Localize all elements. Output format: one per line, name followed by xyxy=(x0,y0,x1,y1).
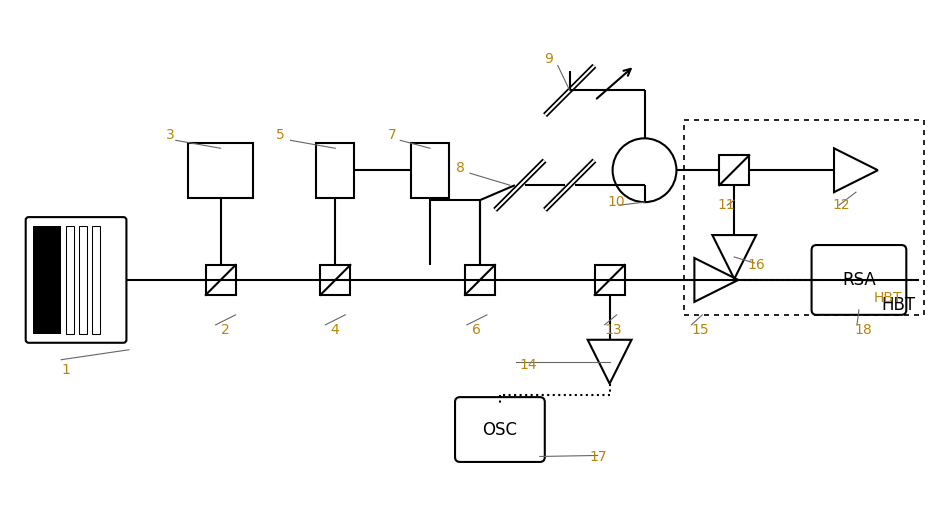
Text: 18: 18 xyxy=(853,323,870,337)
Text: 1: 1 xyxy=(61,363,70,376)
Bar xyxy=(683,121,923,315)
Text: 16: 16 xyxy=(746,258,764,272)
Text: 14: 14 xyxy=(519,358,537,372)
Text: 7: 7 xyxy=(388,128,397,142)
FancyBboxPatch shape xyxy=(811,245,905,315)
Text: HBT: HBT xyxy=(873,291,901,305)
FancyBboxPatch shape xyxy=(455,397,544,462)
Text: 9: 9 xyxy=(543,52,552,65)
Bar xyxy=(33,226,61,334)
Text: 10: 10 xyxy=(607,195,624,209)
Text: 6: 6 xyxy=(472,323,480,337)
Text: RSA: RSA xyxy=(841,271,875,289)
Text: 8: 8 xyxy=(456,161,464,175)
Text: 13: 13 xyxy=(604,323,622,337)
Bar xyxy=(66,226,74,334)
Text: 4: 4 xyxy=(330,323,339,337)
Text: 3: 3 xyxy=(166,128,174,142)
Bar xyxy=(92,226,100,334)
Text: HBT: HBT xyxy=(881,296,914,314)
Text: 2: 2 xyxy=(221,323,229,337)
Text: 11: 11 xyxy=(717,198,735,212)
Bar xyxy=(79,226,87,334)
Bar xyxy=(316,143,354,198)
Bar xyxy=(188,143,253,198)
Text: OSC: OSC xyxy=(482,421,517,439)
FancyBboxPatch shape xyxy=(25,217,126,343)
Text: 17: 17 xyxy=(589,451,607,465)
Bar xyxy=(411,143,448,198)
Text: 5: 5 xyxy=(275,128,284,142)
Text: 12: 12 xyxy=(831,198,849,212)
Text: 15: 15 xyxy=(691,323,709,337)
